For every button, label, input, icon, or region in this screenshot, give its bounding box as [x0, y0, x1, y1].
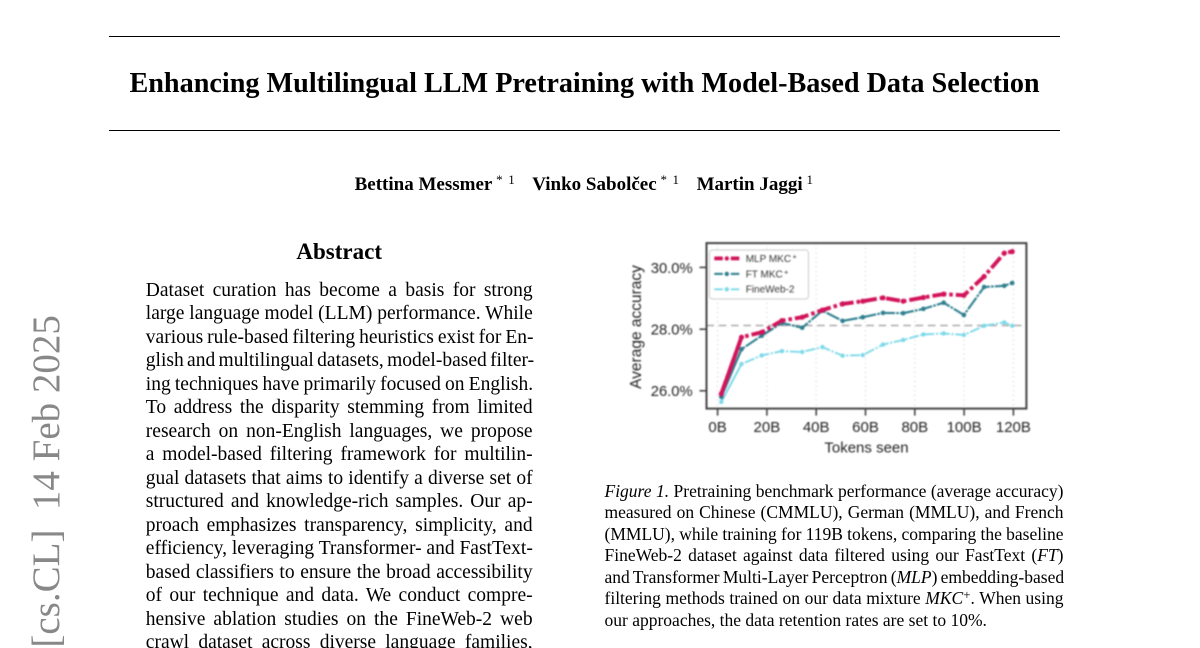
svg-text:40B: 40B	[803, 419, 830, 436]
svg-text:120B: 120B	[996, 419, 1031, 436]
svg-text:80B: 80B	[901, 419, 928, 436]
svg-text:0B: 0B	[708, 419, 726, 436]
svg-text:FT MKC+: FT MKC+	[746, 267, 789, 280]
svg-text:20B: 20B	[754, 419, 781, 436]
svg-text:60B: 60B	[852, 419, 879, 436]
svg-text:30.0%: 30.0%	[651, 261, 693, 277]
svg-text:FineWeb-2: FineWeb-2	[746, 285, 795, 296]
svg-text:26.0%: 26.0%	[651, 384, 693, 400]
svg-text:Tokens seen: Tokens seen	[824, 440, 908, 457]
svg-text:28.0%: 28.0%	[651, 323, 693, 339]
svg-text:100B: 100B	[947, 419, 982, 436]
svg-text:Average accuracy: Average accuracy	[628, 265, 645, 389]
svg-text:MLP MKC+: MLP MKC+	[746, 252, 798, 265]
